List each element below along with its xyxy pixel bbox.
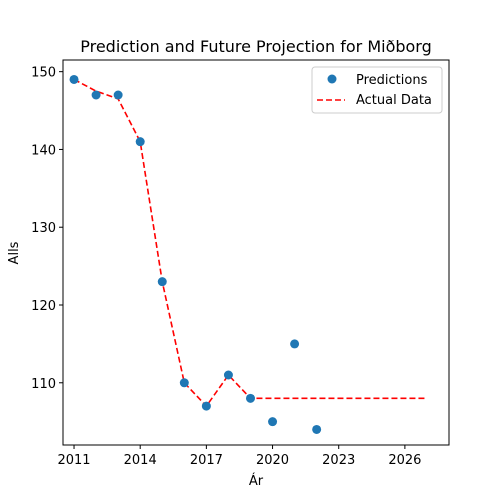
x-tick-label: 2011 <box>57 453 90 468</box>
data-point-prediction <box>312 424 322 434</box>
data-point-prediction <box>179 378 189 388</box>
x-axis-label: Ár <box>249 473 264 489</box>
data-point-prediction <box>113 90 123 100</box>
y-tick-label: 110 <box>31 377 56 392</box>
data-point-prediction <box>157 277 167 287</box>
y-axis-label: Alls <box>7 241 22 264</box>
x-tick-label: 2023 <box>322 453 355 468</box>
data-point-prediction <box>135 137 145 147</box>
series-points <box>69 74 322 434</box>
legend-label-predictions: Predictions <box>356 73 428 88</box>
plot-area: 2011 2014 2017 2020 2023 2026 110 120 130 140 150 <box>31 59 450 468</box>
data-point-prediction <box>268 417 278 427</box>
y-tick-label: 140 <box>31 143 56 158</box>
legend-marker-predictions <box>327 74 337 84</box>
data-point-prediction <box>201 401 211 411</box>
legend-label-actual-data: Actual Data <box>356 93 432 108</box>
y-axis-ticks: 110 120 130 140 150 <box>31 66 63 392</box>
data-point-prediction <box>91 90 101 100</box>
x-tick-label: 2014 <box>124 453 157 468</box>
y-tick-label: 130 <box>31 221 56 236</box>
data-point-prediction <box>69 74 79 84</box>
data-point-prediction <box>245 393 255 403</box>
data-point-prediction <box>290 339 300 349</box>
y-tick-label: 150 <box>31 66 56 81</box>
x-axis-ticks: 2011 2014 2017 2020 2023 2026 <box>57 445 421 468</box>
x-tick-label: 2017 <box>190 453 223 468</box>
chart-title: Prediction and Future Projection for Mið… <box>80 37 432 56</box>
x-tick-label: 2020 <box>256 453 289 468</box>
legend: Predictions Actual Data <box>311 66 443 114</box>
data-point-prediction <box>223 370 233 380</box>
x-tick-label: 2026 <box>388 453 421 468</box>
plot-frame <box>62 59 450 446</box>
legend-box <box>311 66 443 114</box>
y-tick-label: 120 <box>31 299 56 314</box>
